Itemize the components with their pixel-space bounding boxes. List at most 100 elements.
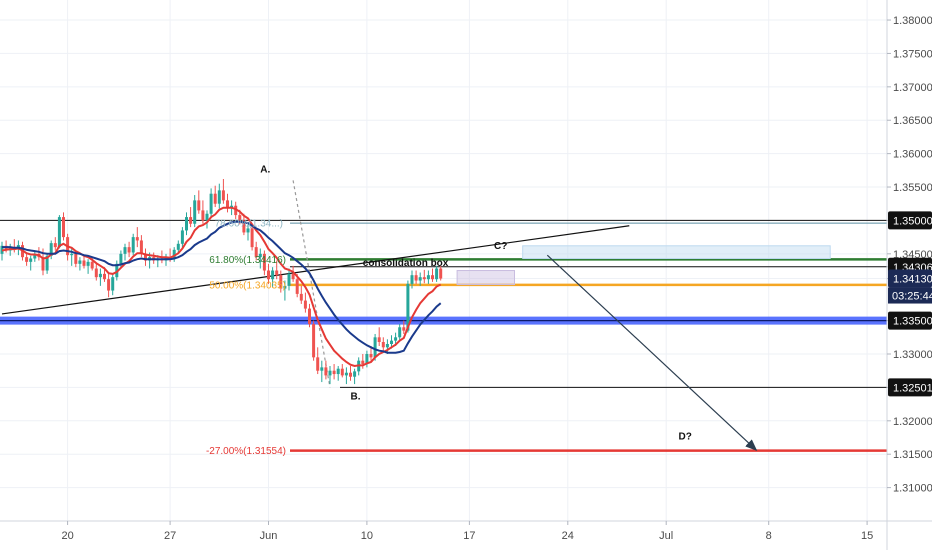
countdown-badge bbox=[888, 287, 932, 304]
candle-body bbox=[299, 293, 303, 301]
candle-body bbox=[53, 243, 57, 248]
candle-body bbox=[308, 308, 311, 324]
candle-body bbox=[201, 210, 205, 221]
candle-body bbox=[414, 275, 418, 281]
candle-body bbox=[41, 257, 45, 271]
candle-body bbox=[279, 275, 283, 289]
x-tick-label: 17 bbox=[463, 530, 475, 542]
candle-body bbox=[172, 249, 176, 260]
candle-body bbox=[291, 273, 295, 280]
y-tick-label: 1.37500 bbox=[893, 48, 932, 60]
drawn-boxes bbox=[456, 245, 831, 286]
candle-body bbox=[398, 327, 402, 338]
candle-body bbox=[324, 367, 328, 376]
candle-body bbox=[435, 268, 439, 280]
candle-body bbox=[422, 277, 426, 280]
annotation-labels: 61.80%(1.34416) 50.00%(1.34035) -27.00%(1.… bbox=[206, 164, 692, 457]
x-tick-label: 27 bbox=[164, 530, 176, 542]
moving-averages bbox=[1, 206, 442, 368]
price-badge-label: 1.35000 bbox=[893, 215, 932, 227]
candle-body bbox=[373, 337, 377, 358]
candle-body bbox=[303, 300, 307, 309]
y-tick-label: 1.33000 bbox=[893, 349, 932, 361]
candle-body bbox=[107, 279, 111, 291]
candle-body bbox=[135, 237, 139, 241]
candle-body bbox=[139, 240, 143, 254]
time-axis[interactable]: 20 27 Jun 10 17 24 Jul 8 15 bbox=[61, 521, 873, 542]
price-axis[interactable]: 1.38000 1.37500 1.37000 1.36500 1.36000 1.355… bbox=[887, 15, 932, 495]
x-tick-label: 15 bbox=[861, 530, 873, 542]
candle-body bbox=[328, 370, 332, 376]
candle-body bbox=[439, 268, 443, 279]
price-badge-label: 1.33500 bbox=[893, 316, 932, 328]
annotation-text: D? bbox=[679, 432, 692, 443]
annotation-text: C? bbox=[494, 241, 507, 252]
candle-body bbox=[205, 213, 209, 221]
candle-body bbox=[29, 258, 33, 262]
candle-body bbox=[180, 230, 184, 244]
y-tick-label: 1.31500 bbox=[893, 449, 932, 461]
candle-body bbox=[258, 253, 262, 258]
candle-body bbox=[74, 253, 78, 264]
candle-body bbox=[221, 190, 225, 201]
candle-body bbox=[262, 253, 266, 271]
candle-body bbox=[349, 372, 352, 377]
candle-body bbox=[242, 220, 246, 233]
candle-body bbox=[336, 368, 340, 375]
candle-body bbox=[275, 270, 279, 276]
candle-body bbox=[197, 200, 201, 211]
trend-line bbox=[292, 180, 331, 388]
candle-body bbox=[320, 367, 324, 371]
y-tick-label: 1.36500 bbox=[893, 115, 932, 127]
x-tick-label: Jul bbox=[659, 530, 673, 542]
x-tick-label: 8 bbox=[766, 530, 772, 542]
candle-body bbox=[385, 343, 389, 348]
candle-body bbox=[226, 200, 229, 209]
candle-body bbox=[94, 268, 98, 278]
annotation-text: B. bbox=[351, 391, 361, 402]
annotation-text: consolidation box bbox=[363, 258, 449, 269]
candle-body bbox=[312, 323, 316, 358]
fib-label: 50.00%(1.34035) bbox=[209, 280, 286, 291]
candle-body bbox=[144, 253, 147, 261]
candle-body bbox=[209, 193, 213, 214]
candle-body bbox=[90, 261, 94, 269]
candle-body bbox=[217, 190, 221, 204]
x-tick-label: 24 bbox=[562, 530, 574, 542]
candle-body bbox=[406, 283, 410, 331]
candle-body bbox=[238, 215, 242, 221]
candle-body bbox=[332, 370, 336, 375]
candle-body bbox=[103, 273, 106, 280]
fib-label-faded: 78.60%(1.34...) bbox=[215, 219, 283, 230]
candle-body bbox=[340, 368, 344, 376]
candle-body bbox=[344, 372, 348, 376]
candle-body bbox=[295, 279, 299, 294]
ema-fast-line bbox=[1, 206, 442, 368]
countdown-label: 03:25:44 bbox=[892, 291, 932, 303]
y-tick-label: 1.37000 bbox=[893, 82, 932, 94]
x-tick-label: 10 bbox=[361, 530, 373, 542]
candle-body bbox=[410, 275, 414, 284]
trend-line bbox=[1, 225, 630, 315]
y-tick-label: 1.38000 bbox=[893, 15, 932, 27]
candle-body bbox=[25, 257, 29, 262]
ema-slow-line bbox=[2, 220, 442, 354]
candle-body bbox=[369, 354, 373, 358]
candle-body bbox=[394, 337, 398, 341]
candle-body bbox=[271, 270, 275, 280]
candle-body bbox=[213, 193, 217, 204]
candle-body bbox=[250, 228, 254, 248]
candle-body bbox=[267, 270, 270, 280]
candle-body bbox=[316, 357, 320, 371]
candle-body bbox=[82, 260, 86, 266]
price-badge bbox=[888, 378, 932, 397]
price-badge bbox=[888, 311, 932, 330]
candle-body bbox=[127, 247, 131, 253]
candle-body bbox=[189, 217, 193, 224]
candle-body bbox=[119, 253, 123, 264]
candle-body bbox=[365, 354, 369, 365]
candle-body bbox=[234, 205, 238, 216]
drawn-box bbox=[522, 245, 831, 259]
candle-body bbox=[57, 217, 61, 248]
